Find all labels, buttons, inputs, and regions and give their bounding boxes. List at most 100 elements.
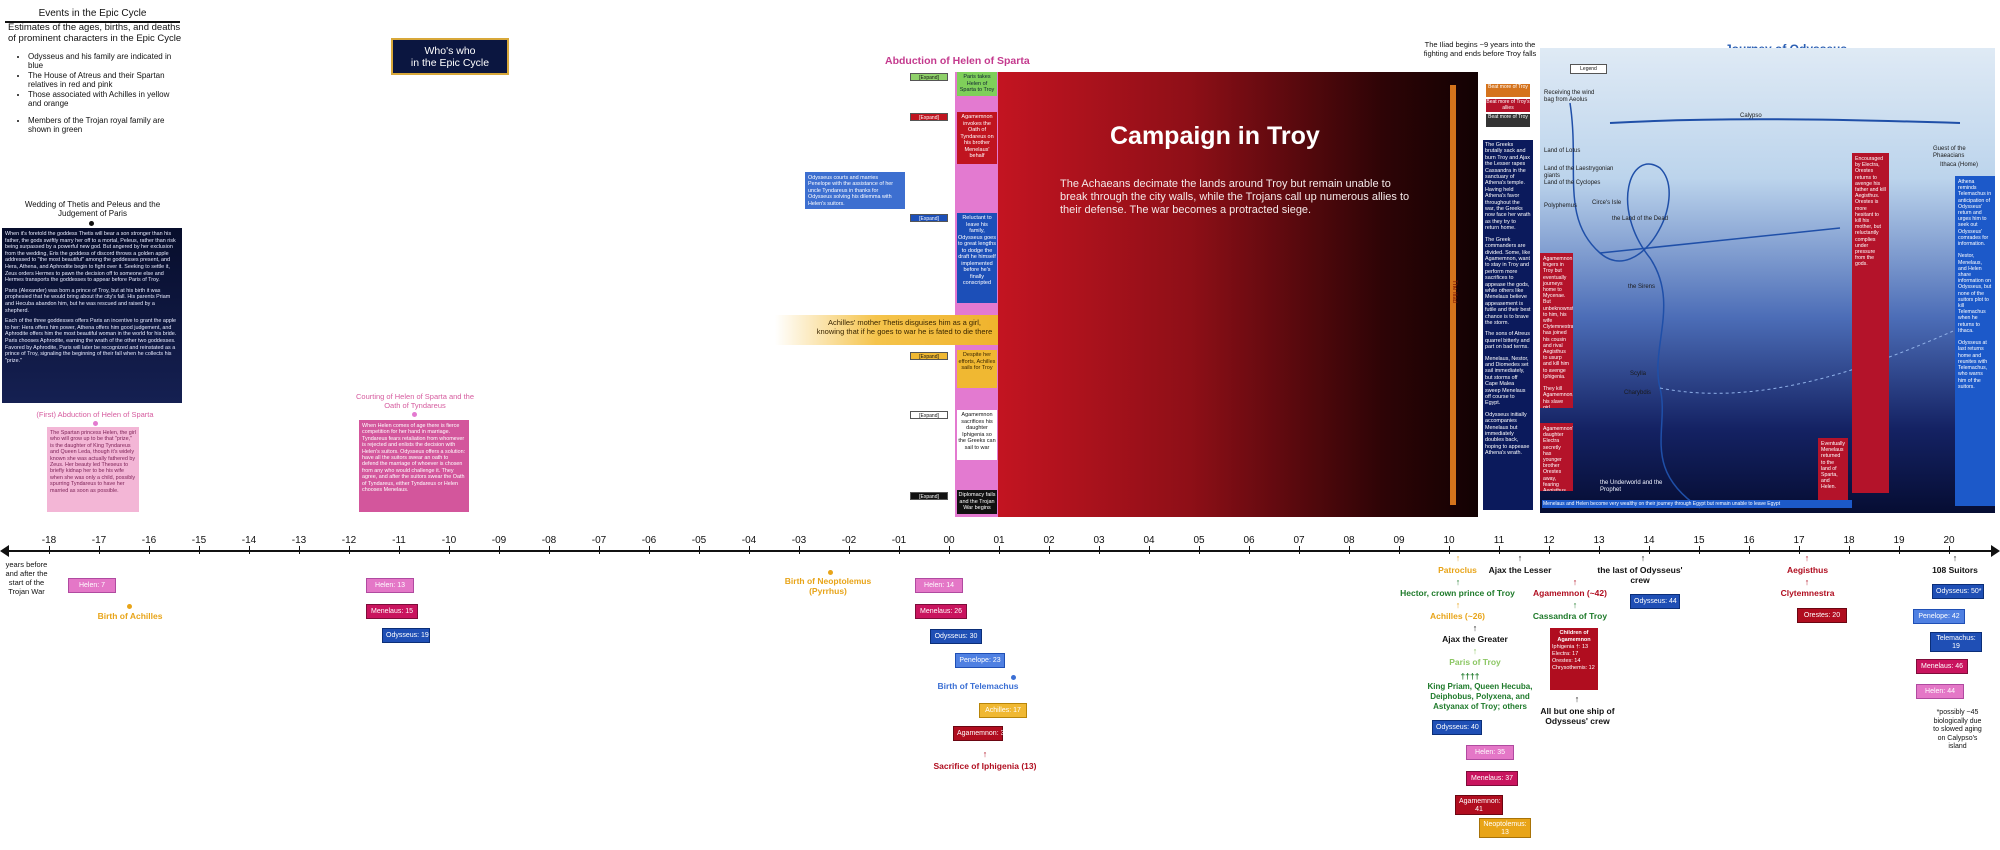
axis-tick-label: 05 <box>1193 535 1205 546</box>
axis-tick-label: -11 <box>392 535 406 546</box>
hector-arrow-icon: ↑ <box>1455 577 1461 587</box>
expand-button-5[interactable]: [Expand] <box>910 411 948 419</box>
axis-tick <box>1399 546 1400 554</box>
event-cassandra: Cassandra of Troy <box>1532 611 1608 621</box>
age-odysseus-19: Odysseus: 19 <box>382 628 430 643</box>
age-menelaus-46: Menelaus: 46 <box>1916 659 1968 674</box>
blue-text-1: Athena reminds Telemachus in anticipatio… <box>1958 179 1992 248</box>
axis-tick-label: -12 <box>341 535 357 546</box>
expand-button-6[interactable]: [Expand] <box>910 492 948 500</box>
axis-tick-label: 03 <box>1093 535 1105 546</box>
chip-paris-takes-helen: Paris takes Helen of Sparta to Troy <box>957 72 997 96</box>
wedding-p3: Each of the three goddesses offers Paris… <box>5 318 177 364</box>
event-birth-telemachus: Birth of Telemachus <box>937 681 1019 691</box>
axis-tick <box>99 546 100 554</box>
expand-button-1[interactable]: [Expand] <box>910 73 948 81</box>
age-menelaus-37: Menelaus: 37 <box>1466 771 1518 786</box>
courting-dot <box>412 412 417 417</box>
odyssey-map: Legend Receiving the wind bag from Aeolu… <box>1540 48 1995 513</box>
axis-tick-label: 12 <box>1543 535 1555 546</box>
age-odysseus-40: Odysseus: 40 <box>1432 720 1482 735</box>
mini-item-1: Beat more of Troy <box>1486 84 1530 97</box>
greek-col-2: The Greek commanders are divided. Some, … <box>1485 236 1531 326</box>
axis-left-arrow-icon <box>0 545 9 557</box>
event-hector: Hector, crown prince of Troy <box>1400 588 1515 598</box>
axis-tick <box>999 546 1000 554</box>
axis-tick-label: 16 <box>1743 535 1755 546</box>
axis-tick-label: 19 <box>1893 535 1905 546</box>
event-daggers: †††† <box>1460 671 1480 681</box>
axis-tick-label: -02 <box>841 535 857 546</box>
expand-button-2[interactable]: [Expand] <box>910 113 948 121</box>
axis-tick <box>599 546 600 554</box>
age-helen-7: Helen: 7 <box>68 578 116 593</box>
event-achilles-death: Achilles (~26) <box>1429 611 1486 621</box>
axis-tick-label: -09 <box>491 535 507 546</box>
wedding-p2: Paris (Alexander) was born a prince of T… <box>5 287 171 314</box>
cassandra-arrow-icon: ↑ <box>1572 600 1578 610</box>
age-agamemnon-41: Agamemnon: 41 <box>1455 795 1503 815</box>
timeline-axis <box>5 550 1995 552</box>
orestes-text: Encouraged by Electra, Orestes returns t… <box>1852 153 1889 493</box>
whos-who-line2: in the Epic Cycle <box>410 56 490 69</box>
age-telemachus-19: Telemachus: 19 <box>1930 632 1982 652</box>
whos-who-line1: Who's who <box>424 44 476 57</box>
paris-arrow-icon: ↑ <box>1472 646 1478 656</box>
axis-tick <box>499 546 500 554</box>
map-label-ithaca: Ithaca (Home) <box>1940 162 1979 168</box>
event-aegisthus: Aegisthus <box>1786 565 1829 575</box>
odyssey-legend-button[interactable]: Legend <box>1570 64 1607 74</box>
expand-button-3[interactable]: [Expand] <box>910 214 948 222</box>
axis-tick <box>1549 546 1550 554</box>
event-patroclus: Patroclus <box>1438 565 1477 575</box>
axis-tick-label: -08 <box>541 535 557 546</box>
child-3: Orestes: 14 <box>1552 658 1581 664</box>
birth-telemachus-dot <box>1011 675 1016 680</box>
axis-tick-label: -07 <box>591 535 607 546</box>
axis-tick-label: -04 <box>741 535 757 546</box>
blue-text-3: Odysseus at last returns home and reunit… <box>1958 340 1988 390</box>
axis-tick-label: 10 <box>1443 535 1455 546</box>
axis-tick <box>449 546 450 554</box>
axis-tick <box>549 546 550 554</box>
child-1: Iphigenia †: 13 <box>1552 644 1589 650</box>
event-birth-neoptolemus: Birth of Neoptolemus (Pyrrhus) <box>784 576 872 596</box>
age-odysseus-30: Odysseus: 30 <box>930 629 982 644</box>
event-ajax-lesser: Ajax the Lesser <box>1488 565 1552 575</box>
legend-item-trojan: Members of the Trojan royal family are s… <box>28 116 178 134</box>
map-label-circe: Circe's Isle <box>1592 200 1622 206</box>
axis-tick-label: 08 <box>1343 535 1355 546</box>
axis-tick <box>1649 546 1650 554</box>
event-ajax-greater: Ajax the Greater <box>1442 634 1508 644</box>
map-label-scylla: Scylla <box>1630 371 1647 377</box>
axis-tick <box>1599 546 1600 554</box>
axis-tick-label: -14 <box>241 535 257 546</box>
map-label-lotus: Land of Lotus <box>1544 148 1581 154</box>
axis-right-arrow-icon <box>1991 545 2000 557</box>
axis-tick <box>1099 546 1100 554</box>
mini-item-3: Beat more of Troy <box>1486 114 1530 127</box>
axis-tick-label: 09 <box>1393 535 1405 546</box>
event-suitors: 108 Suitors <box>1932 565 1978 575</box>
birth-achilles-dot <box>127 604 132 609</box>
first-abduction-text: The Spartan princess Helen, the girl who… <box>47 427 139 512</box>
children-of-agamemnon-box: Children of Agamemnon Iphigenia †: 13 El… <box>1550 628 1598 690</box>
electra-text: Agamemnon's daughter Electra secretly ha… <box>1540 423 1573 491</box>
red-text-2: They kill Agamemnon, his slave girl, Cas… <box>1543 386 1573 408</box>
campaign-title: Campaign in Troy <box>1110 122 1320 150</box>
axis-tick-label: -17 <box>91 535 107 546</box>
axis-tick <box>799 546 800 554</box>
age-penelope-23: Penelope: 23 <box>955 653 1005 668</box>
age-orestes-20: Orestes: 20 <box>1797 608 1847 623</box>
age-agamemnon-31: Agamemnon: 31 <box>953 726 1008 741</box>
greek-aftermath-column: The Greeks brutally sack and burn Troy a… <box>1483 140 1533 510</box>
expand-button-4[interactable]: [Expand] <box>910 352 948 360</box>
abduction-title: Abduction of Helen of Sparta <box>885 55 1030 67</box>
chip-agamemnon-oath: Agamemnon invokes the Oath of Tyndareus … <box>957 112 997 164</box>
campaign-panel <box>998 72 1478 517</box>
whos-who-button[interactable]: Who's who in the Epic Cycle <box>391 38 509 75</box>
axis-tick <box>199 546 200 554</box>
axis-tick <box>1349 546 1350 554</box>
age-menelaus-26: Menelaus: 26 <box>915 604 967 619</box>
axis-tick-label: 07 <box>1293 535 1305 546</box>
